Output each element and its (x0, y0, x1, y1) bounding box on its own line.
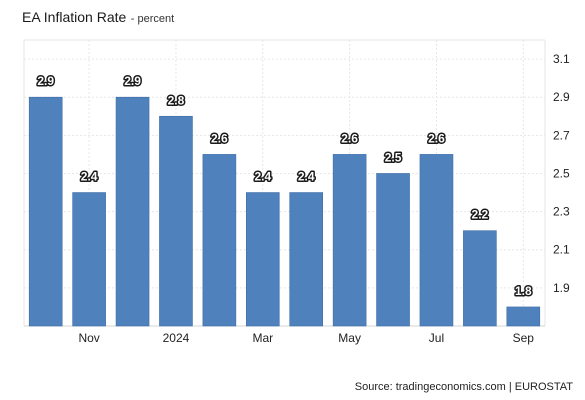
bar (245, 192, 280, 327)
x-tick-label: Nov (78, 331, 99, 345)
bar (289, 192, 324, 327)
x-axis: Nov 2024 Mar May Jul Sep (78, 331, 534, 345)
bar-series: 2.9 2.4 2.9 2.8 2.6 2.4 2.4 2.6 2.5 2.6 2.2 1.8 (28, 73, 541, 327)
data-label: 2.4 (298, 170, 315, 184)
bar (332, 154, 367, 327)
data-label: 2.5 (385, 150, 402, 164)
x-tick-label: 2024 (163, 331, 190, 345)
data-label: 2.4 (254, 170, 271, 184)
x-tick-label: Sep (513, 331, 535, 345)
x-tick-label: Mar (252, 331, 273, 345)
source-attribution: Source: tradingeconomics.com | EUROSTAT (354, 381, 573, 393)
bar (159, 115, 193, 327)
grid-lines (23, 39, 546, 327)
y-tick-label: 3.1 (553, 52, 570, 66)
x-tick-label: Jul (429, 331, 444, 345)
data-label: 2.6 (341, 131, 358, 145)
data-label: 1.8 (515, 284, 532, 298)
data-label: 2.9 (37, 74, 54, 88)
data-label: 2.4 (81, 170, 98, 184)
bar (419, 154, 454, 327)
y-tick-label: 2.5 (553, 166, 570, 180)
data-label: 2.2 (472, 208, 489, 222)
y-tick-label: 2.3 (553, 205, 570, 219)
chart-title-main: EA Inflation Rate (22, 9, 127, 25)
bar (463, 230, 497, 327)
bar (28, 96, 63, 327)
chart-title: EA Inflation Rate - percent (22, 9, 174, 27)
y-tick-label: 2.9 (553, 90, 570, 104)
bar (72, 192, 106, 327)
x-tick-label: May (338, 331, 361, 345)
data-label: 2.6 (428, 131, 445, 145)
bar (376, 173, 410, 327)
data-label: 2.9 (124, 74, 141, 88)
bar (115, 96, 150, 327)
y-tick-label: 2.1 (553, 243, 570, 257)
bar (506, 306, 541, 327)
y-tick-label: 1.9 (553, 281, 570, 295)
data-label: 2.8 (168, 93, 185, 107)
data-label: 2.6 (211, 131, 228, 145)
bar (202, 154, 237, 327)
y-tick-label: 2.7 (553, 128, 570, 142)
chart-subtitle: - percent (130, 13, 175, 25)
y-axis: 1.9 2.1 2.3 2.5 2.7 2.9 3.1 (553, 52, 570, 295)
